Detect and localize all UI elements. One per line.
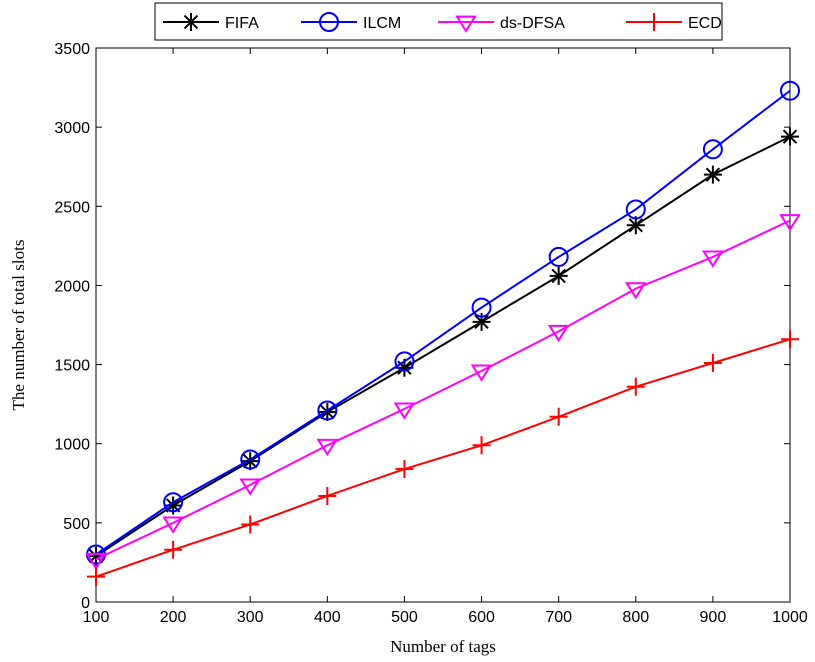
- legend-item-fifa: FIFA: [163, 13, 259, 32]
- series-ecd: [87, 330, 799, 586]
- y-tick-label: 3000: [54, 120, 90, 137]
- ds-dfsa-point: [393, 402, 416, 420]
- ds-dfsa-point: [470, 364, 493, 382]
- y-tick-label: 2000: [54, 278, 90, 295]
- ds-dfsa-point: [85, 552, 107, 571]
- y-tick-label: 1500: [54, 358, 90, 375]
- legend-marker: [182, 13, 200, 31]
- y-tick-label: 500: [63, 516, 90, 533]
- x-tick-label: 200: [160, 609, 187, 626]
- series-group: [85, 80, 801, 586]
- ds-dfsa-line: [95, 219, 791, 561]
- fifa-point: [549, 266, 568, 285]
- ilcm-point: [471, 297, 492, 318]
- ilcm-point: [780, 80, 800, 101]
- ecd-point: [703, 353, 722, 372]
- legend-label: ILCM: [363, 15, 401, 32]
- x-tick-label: 400: [314, 609, 341, 626]
- legend-marker: [645, 13, 663, 31]
- ecd-line: [95, 338, 791, 578]
- plot-area: [95, 47, 791, 603]
- x-tick-label: 500: [391, 609, 418, 626]
- fifa-point: [241, 452, 260, 471]
- ilcm-point: [240, 449, 261, 470]
- ecd-point: [626, 377, 645, 396]
- fifa-point: [703, 165, 722, 184]
- ilcm-point: [625, 199, 646, 220]
- ds-dfsa-point: [162, 516, 184, 534]
- fifa-point: [781, 127, 799, 146]
- ds-dfsa-point: [624, 282, 647, 300]
- ds-dfsa-point: [547, 324, 570, 343]
- fifa-point: [472, 312, 491, 331]
- ilcm-line: [95, 89, 791, 556]
- ecd-point: [549, 407, 568, 426]
- legend-item-ilcm: ILCM: [301, 12, 401, 32]
- y-tick-label: 1000: [54, 437, 90, 454]
- legend-label: ECD: [688, 15, 722, 32]
- legend-marker: [455, 15, 477, 33]
- ilcm-point: [163, 492, 184, 513]
- fifa-line: [95, 135, 791, 557]
- fifa-point: [87, 547, 105, 566]
- ilcm-point: [394, 351, 415, 372]
- fifa-point: [626, 216, 645, 235]
- ds-dfsa-point: [239, 478, 262, 496]
- y-tick-label: 0: [81, 595, 90, 612]
- legend-item-ecd: ECD: [626, 13, 722, 32]
- ecd-point: [164, 540, 183, 559]
- y-tick-label: 3500: [54, 41, 90, 58]
- ilcm-point: [317, 400, 338, 421]
- x-tick-label: 300: [237, 609, 264, 626]
- series-ilcm: [86, 80, 800, 565]
- series-ds-dfsa: [85, 214, 801, 571]
- fifa-point: [318, 403, 337, 422]
- ecd-point: [395, 460, 414, 479]
- axis-ticks: 100 200 300 400 500 600 700 800 900 1000 0 500 1000 1…: [54, 41, 807, 626]
- x-tick-label: 900: [700, 609, 727, 626]
- ecd-point: [87, 567, 105, 586]
- ecd-point: [781, 330, 799, 349]
- legend-label: ds-DFSA: [500, 15, 565, 32]
- ilcm-point: [548, 246, 569, 267]
- ds-dfsa-point: [316, 438, 339, 457]
- ecd-point: [318, 486, 337, 505]
- x-tick-label: 100: [83, 609, 110, 626]
- ecd-point: [472, 436, 491, 455]
- x-tick-label: 600: [468, 609, 495, 626]
- fifa-point: [164, 496, 183, 515]
- legend-label: FIFA: [225, 15, 259, 32]
- legend-marker: [319, 12, 339, 32]
- x-tick-label: 800: [622, 609, 649, 626]
- x-tick-label: 1000: [772, 609, 808, 626]
- x-tick-label: 700: [545, 609, 572, 626]
- y-axis-title: The number of total slots: [9, 240, 28, 411]
- fifa-point: [395, 358, 414, 377]
- x-axis-title: Number of tags: [390, 637, 496, 656]
- ecd-point: [241, 515, 260, 534]
- series-fifa: [87, 127, 799, 566]
- ilcm-point: [702, 139, 723, 160]
- ds-dfsa-point: [779, 214, 801, 232]
- y-tick-label: 2500: [54, 199, 90, 216]
- legend-item-ds-dfsa: ds-DFSA: [438, 15, 565, 33]
- legend: FIFA ILCM ds-DFSA ECD: [154, 2, 723, 41]
- ds-dfsa-point: [702, 250, 724, 268]
